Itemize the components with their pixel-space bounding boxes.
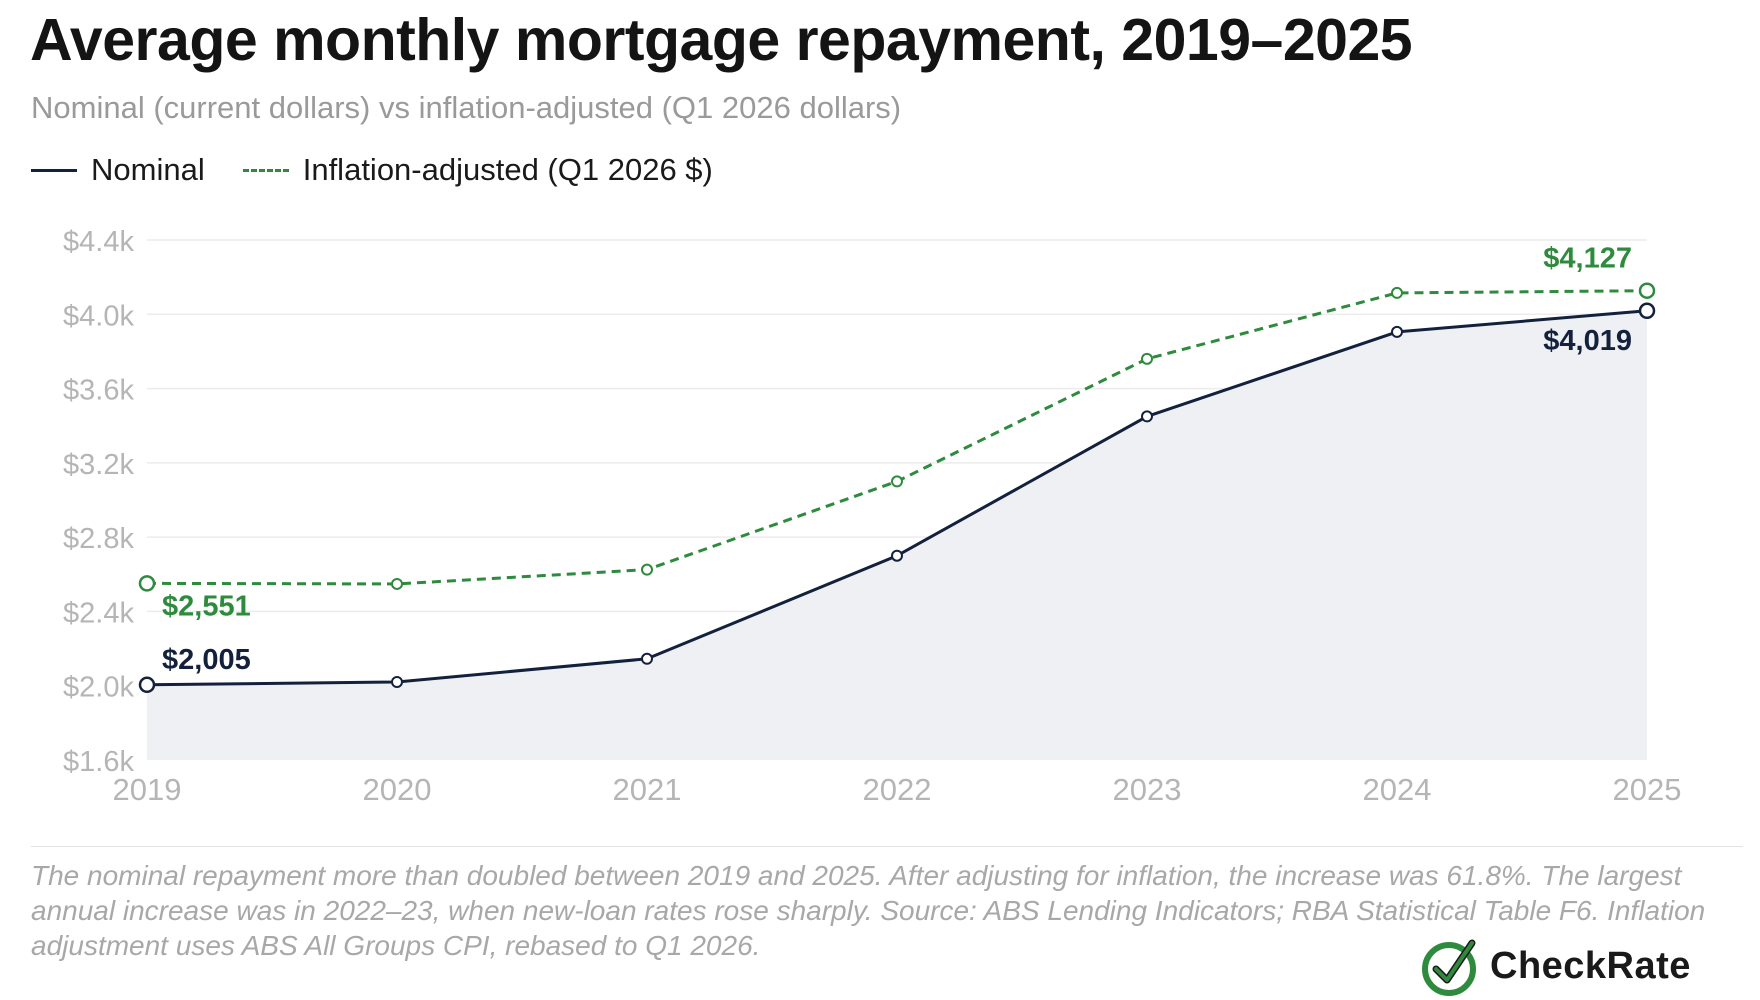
adjusted-data-point xyxy=(1141,352,1153,365)
nominal-data-point xyxy=(391,676,403,688)
y-tick-label: $1.6k xyxy=(63,746,134,778)
legend-swatch-nominal xyxy=(31,168,77,172)
x-tick-label: 2022 xyxy=(863,772,932,807)
brand-logo: CheckRate xyxy=(1420,932,1691,1000)
y-tick-label: $2.4k xyxy=(63,597,134,629)
adjusted-data-point xyxy=(391,577,403,590)
nominal-data-point xyxy=(138,676,156,694)
nominal-data-point xyxy=(1141,410,1153,423)
adjusted-data-point xyxy=(1638,282,1656,299)
x-tick-label: 2025 xyxy=(1613,772,1682,807)
x-tick-label: 2024 xyxy=(1363,772,1432,807)
legend: Nominal Inflation-adjusted (Q1 2026 $) xyxy=(31,150,713,190)
data-label: $2,551 xyxy=(162,590,251,622)
y-tick-label: $4.4k xyxy=(63,226,134,258)
x-tick-label: 2019 xyxy=(113,772,182,807)
x-tick-label: 2023 xyxy=(1113,772,1182,807)
legend-item-nominal: Nominal xyxy=(31,152,205,188)
nominal-data-point xyxy=(1638,302,1656,320)
legend-item-adjusted: Inflation-adjusted (Q1 2026 $) xyxy=(242,152,713,188)
x-tick-label: 2020 xyxy=(363,772,432,807)
footnote-divider xyxy=(31,846,1743,847)
legend-swatch-adjusted xyxy=(242,168,289,172)
nominal-data-point xyxy=(1391,325,1403,338)
data-label: $4,127 xyxy=(1543,243,1632,275)
chart-subtitle: Nominal (current dollars) vs inflation-a… xyxy=(31,90,902,125)
adjusted-data-point xyxy=(138,575,156,592)
checkmark-circle-icon xyxy=(1422,939,1476,996)
line-chart: $1.6k $2.0k $2.4k $2.8k $3.2k $3.6k $4.0k $4.4k… xyxy=(63,226,1682,807)
data-label: $2,005 xyxy=(162,644,251,676)
y-tick-label: $3.2k xyxy=(63,449,134,481)
x-tick-label: 2021 xyxy=(613,772,682,807)
adjusted-data-point xyxy=(891,475,903,488)
adjusted-data-point xyxy=(1391,286,1403,299)
footnote: The nominal repayment more than doubled … xyxy=(31,860,1706,961)
nominal-data-point xyxy=(641,652,653,665)
adjusted-data-point xyxy=(641,563,653,576)
y-tick-label: $3.6k xyxy=(63,375,134,407)
y-tick-label: $4.0k xyxy=(63,300,134,332)
brand-name: CheckRate xyxy=(1490,944,1691,987)
nominal-area xyxy=(147,310,1647,760)
legend-label-nominal: Nominal xyxy=(91,152,205,187)
chart-title: Average monthly mortgage repayment, 2019… xyxy=(30,7,1413,73)
nominal-data-point xyxy=(891,549,903,562)
y-tick-label: $2.8k xyxy=(63,523,134,555)
legend-label-adjusted: Inflation-adjusted (Q1 2026 $) xyxy=(302,152,713,187)
data-label: $4,019 xyxy=(1543,325,1632,357)
y-tick-label: $2.0k xyxy=(63,672,134,704)
